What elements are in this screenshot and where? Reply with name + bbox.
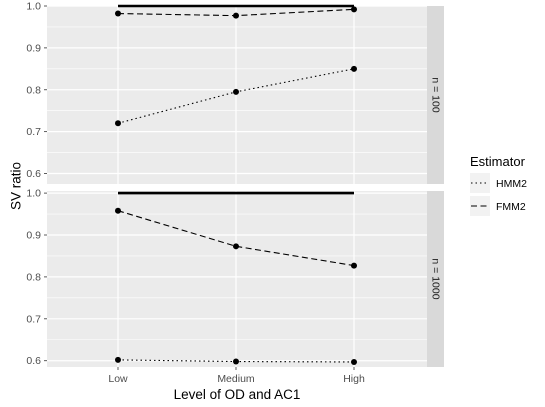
y-tick-label: 1.0: [26, 1, 41, 13]
facet-strip-label: n = 1000: [430, 258, 442, 299]
data-point-fmm2: [351, 6, 357, 13]
y-tick-label: 0.9: [26, 230, 41, 242]
legend-title: Estimator: [470, 154, 526, 169]
y-tick-label: 0.6: [26, 168, 41, 180]
facet-panel-2: 0.6 0.7 0.8 0.9 1.0 n = 1000: [26, 188, 444, 367]
data-point-fmm2: [115, 207, 121, 214]
data-point-hmm2: [233, 88, 239, 95]
x-axis-title: Level of OD and AC1: [174, 387, 301, 402]
legend-label: HMM2: [496, 178, 527, 190]
facet-strip: [427, 6, 444, 184]
y-tick-label: 0.7: [26, 126, 41, 138]
facet-panels: 0.6 0.7 0.8 0.9 1.0 n = 100 0.6 0.7 0.8 0.9 1.0 n =…: [26, 1, 444, 385]
facet-panel-1: 0.6 0.7 0.8 0.9 1.0 n = 100: [26, 1, 444, 184]
data-point-fmm2: [351, 262, 357, 269]
facet-strip: [427, 191, 444, 367]
series-line-fmm2: [117, 210, 355, 267]
x-tick-label: Low: [108, 373, 128, 385]
facet-strip-label: n = 100: [430, 77, 442, 112]
data-point-fmm2: [115, 10, 121, 17]
y-tick-label: 0.6: [26, 355, 41, 367]
data-point-hmm2: [351, 65, 357, 72]
y-tick-label: 1.0: [26, 188, 41, 200]
y-tick-label: 0.9: [26, 42, 41, 54]
panel-background: [47, 6, 427, 184]
data-point-hmm2: [115, 356, 121, 363]
x-tick-label: Medium: [217, 373, 255, 385]
data-point-fmm2: [233, 243, 239, 250]
panel-background: [47, 191, 427, 367]
y-tick-label: 0.8: [26, 271, 41, 283]
data-point-hmm2: [351, 358, 357, 365]
legend-label: FMM2: [496, 201, 526, 213]
legend: Estimator HMM2 FMM2: [470, 154, 527, 216]
y-axis-title: SV ratio: [9, 162, 24, 210]
y-tick-label: 0.8: [26, 84, 41, 96]
legend-entries: HMM2 FMM2: [470, 173, 527, 216]
y-tick-label: 0.7: [26, 313, 41, 325]
data-point-hmm2: [233, 358, 239, 365]
data-point-hmm2: [115, 120, 121, 127]
data-point-fmm2: [233, 12, 239, 19]
legend-key: [470, 196, 490, 216]
x-tick-label: High: [343, 373, 365, 385]
